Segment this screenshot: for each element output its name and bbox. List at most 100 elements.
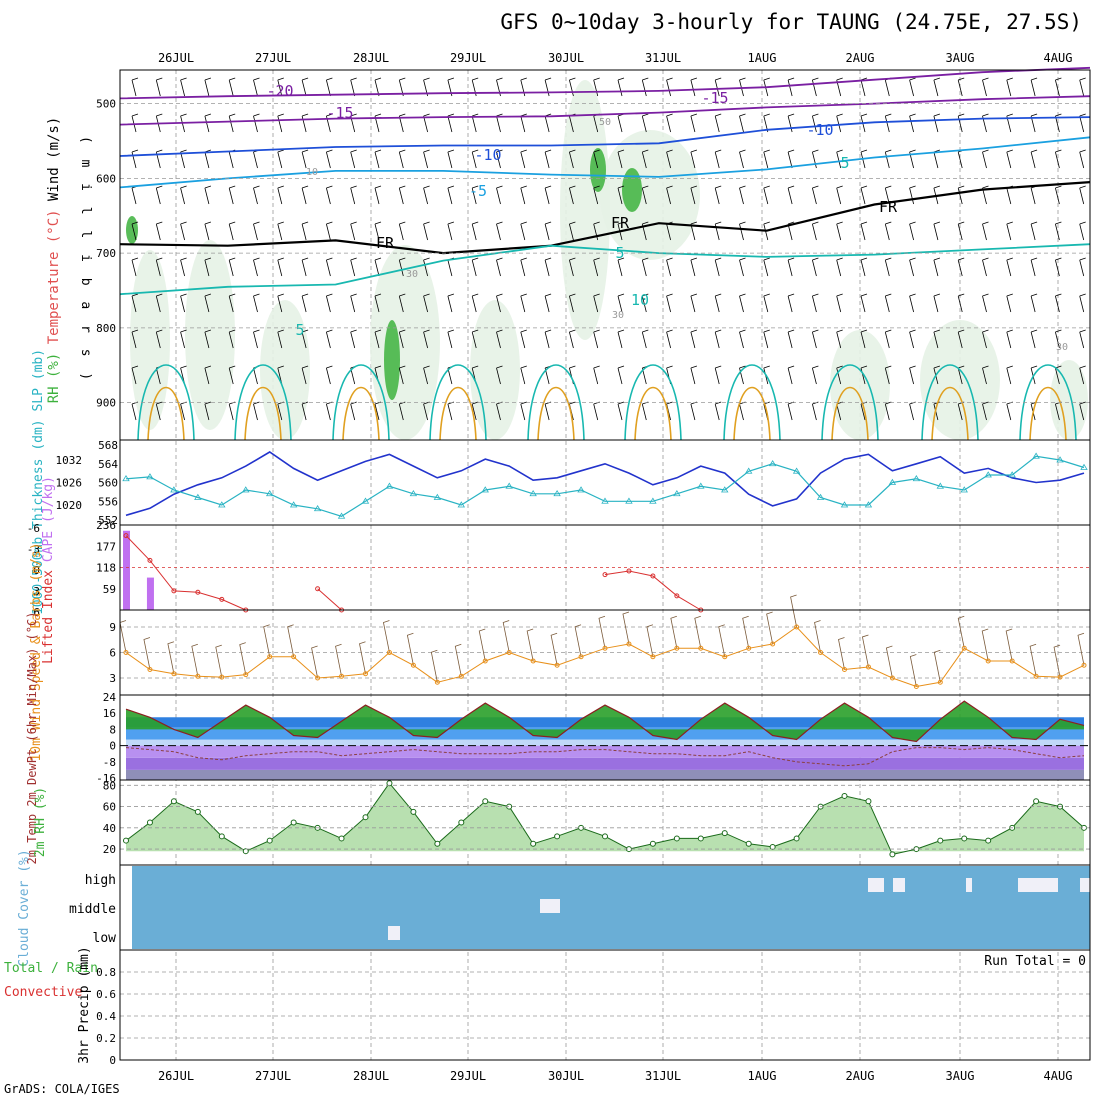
wind-barb <box>1006 257 1013 277</box>
wind-barb <box>277 329 284 349</box>
wind-barb <box>253 185 260 205</box>
y-axis-label: RH (%) Temperature (°C) Wind (m/s) <box>46 117 62 404</box>
isotherm-line <box>429 364 487 441</box>
wind-barb <box>447 401 455 421</box>
wind-barb <box>180 221 187 241</box>
wind-barb <box>277 257 284 277</box>
y-tick-label: 80 <box>103 779 116 792</box>
y-tick-label: 0.4 <box>96 1010 116 1023</box>
y-tick-label: 0.8 <box>96 966 116 979</box>
wind-barb <box>1006 113 1013 133</box>
wind-barb <box>739 113 746 133</box>
wind-barb <box>836 185 843 205</box>
wind-barb <box>787 113 795 133</box>
wind-barb <box>180 185 187 205</box>
wind-barb <box>253 257 260 277</box>
wind-speed-point <box>794 624 800 630</box>
slp-point <box>864 501 873 508</box>
y-tick-label: 6 <box>109 647 116 660</box>
y-axis-label-part: Wind (m/s) <box>46 117 62 210</box>
lifted-index-point <box>626 568 632 574</box>
wind-barb <box>374 113 382 133</box>
wind-barb <box>1055 113 1062 133</box>
y-axis-label: Cloud Cover (%) <box>17 849 32 966</box>
slp-point <box>242 486 250 493</box>
wind-barb-10m <box>1077 632 1085 666</box>
wind-barb-10m <box>742 615 750 649</box>
wind-barb <box>1055 221 1062 241</box>
isotherm-line <box>342 386 380 441</box>
rh-point <box>745 840 752 847</box>
wind-barb <box>641 185 649 205</box>
wind-barb <box>739 149 746 169</box>
x-tick-label-bottom: 29JUL <box>450 1069 486 1083</box>
y-tick-label: -16 <box>96 772 116 785</box>
wind-barb <box>131 329 139 349</box>
rh-point <box>554 833 561 840</box>
wind-barb <box>860 221 868 241</box>
wind-barb <box>374 293 382 313</box>
wind-barb <box>350 293 357 313</box>
temp-band <box>126 727 1084 740</box>
wind-barb <box>739 77 746 97</box>
slp-point <box>744 467 753 474</box>
wind-barb <box>714 401 722 421</box>
wind-barb <box>933 113 941 133</box>
wind-barb <box>860 185 868 205</box>
wind-barb <box>641 113 649 133</box>
slp-point <box>313 504 322 512</box>
wind-speed-point <box>650 654 656 660</box>
wind-barb <box>763 185 770 205</box>
wind-speed-point <box>363 671 368 677</box>
slp-point <box>816 493 825 500</box>
y-axis-label: 2m RH (%) <box>33 787 48 857</box>
wind-barb <box>884 365 892 385</box>
wind-barb <box>569 257 576 277</box>
wind-barb <box>180 257 187 277</box>
y-tick-label-slp: 1032 <box>56 454 83 467</box>
isotherm-line <box>137 364 195 441</box>
wind-barb <box>398 293 406 313</box>
rh-shade-high <box>384 320 400 400</box>
wind-barb <box>301 365 309 385</box>
wind-barb <box>812 113 819 133</box>
wind-barb <box>641 293 649 313</box>
wind-barb-10m <box>430 649 438 683</box>
wind-barb-10m <box>957 615 965 649</box>
wind-barb <box>180 77 187 97</box>
isotherm-line <box>723 364 781 441</box>
cloud-cover-area <box>132 866 1090 949</box>
rh-point <box>123 837 129 844</box>
wind-barb <box>398 221 406 241</box>
slp-point <box>170 486 178 493</box>
lifted-index-point <box>315 586 321 592</box>
wind-speed-point <box>147 667 153 672</box>
wind-speed-point <box>1057 674 1063 680</box>
rh-shade <box>920 320 1000 440</box>
isotherm-line <box>931 386 969 441</box>
slp-point <box>529 489 537 497</box>
slp-point <box>146 473 154 480</box>
panel-frame <box>119 439 1091 526</box>
wind-barb <box>350 77 357 97</box>
wind-barb <box>447 149 455 169</box>
x-tick-label-top: 27JUL <box>255 51 291 65</box>
wind-barb <box>398 149 406 169</box>
slp-point <box>385 482 394 489</box>
wind-barb <box>617 257 625 277</box>
wind-barb <box>739 185 746 205</box>
x-tick-label-top: 3AUG <box>946 51 975 65</box>
slp-point <box>122 474 130 482</box>
wind-barb <box>544 329 552 349</box>
wind-barb <box>690 329 698 349</box>
wind-barb <box>617 149 625 169</box>
wind-barb <box>1079 221 1086 241</box>
wind-barb <box>253 329 260 349</box>
x-tick-label-top: 26JUL <box>158 51 194 65</box>
rh-shade-high <box>590 148 606 192</box>
wind-barb <box>714 329 722 349</box>
wind-barb <box>326 365 333 385</box>
wind-barb-10m <box>790 594 797 628</box>
rh-point <box>530 840 537 847</box>
